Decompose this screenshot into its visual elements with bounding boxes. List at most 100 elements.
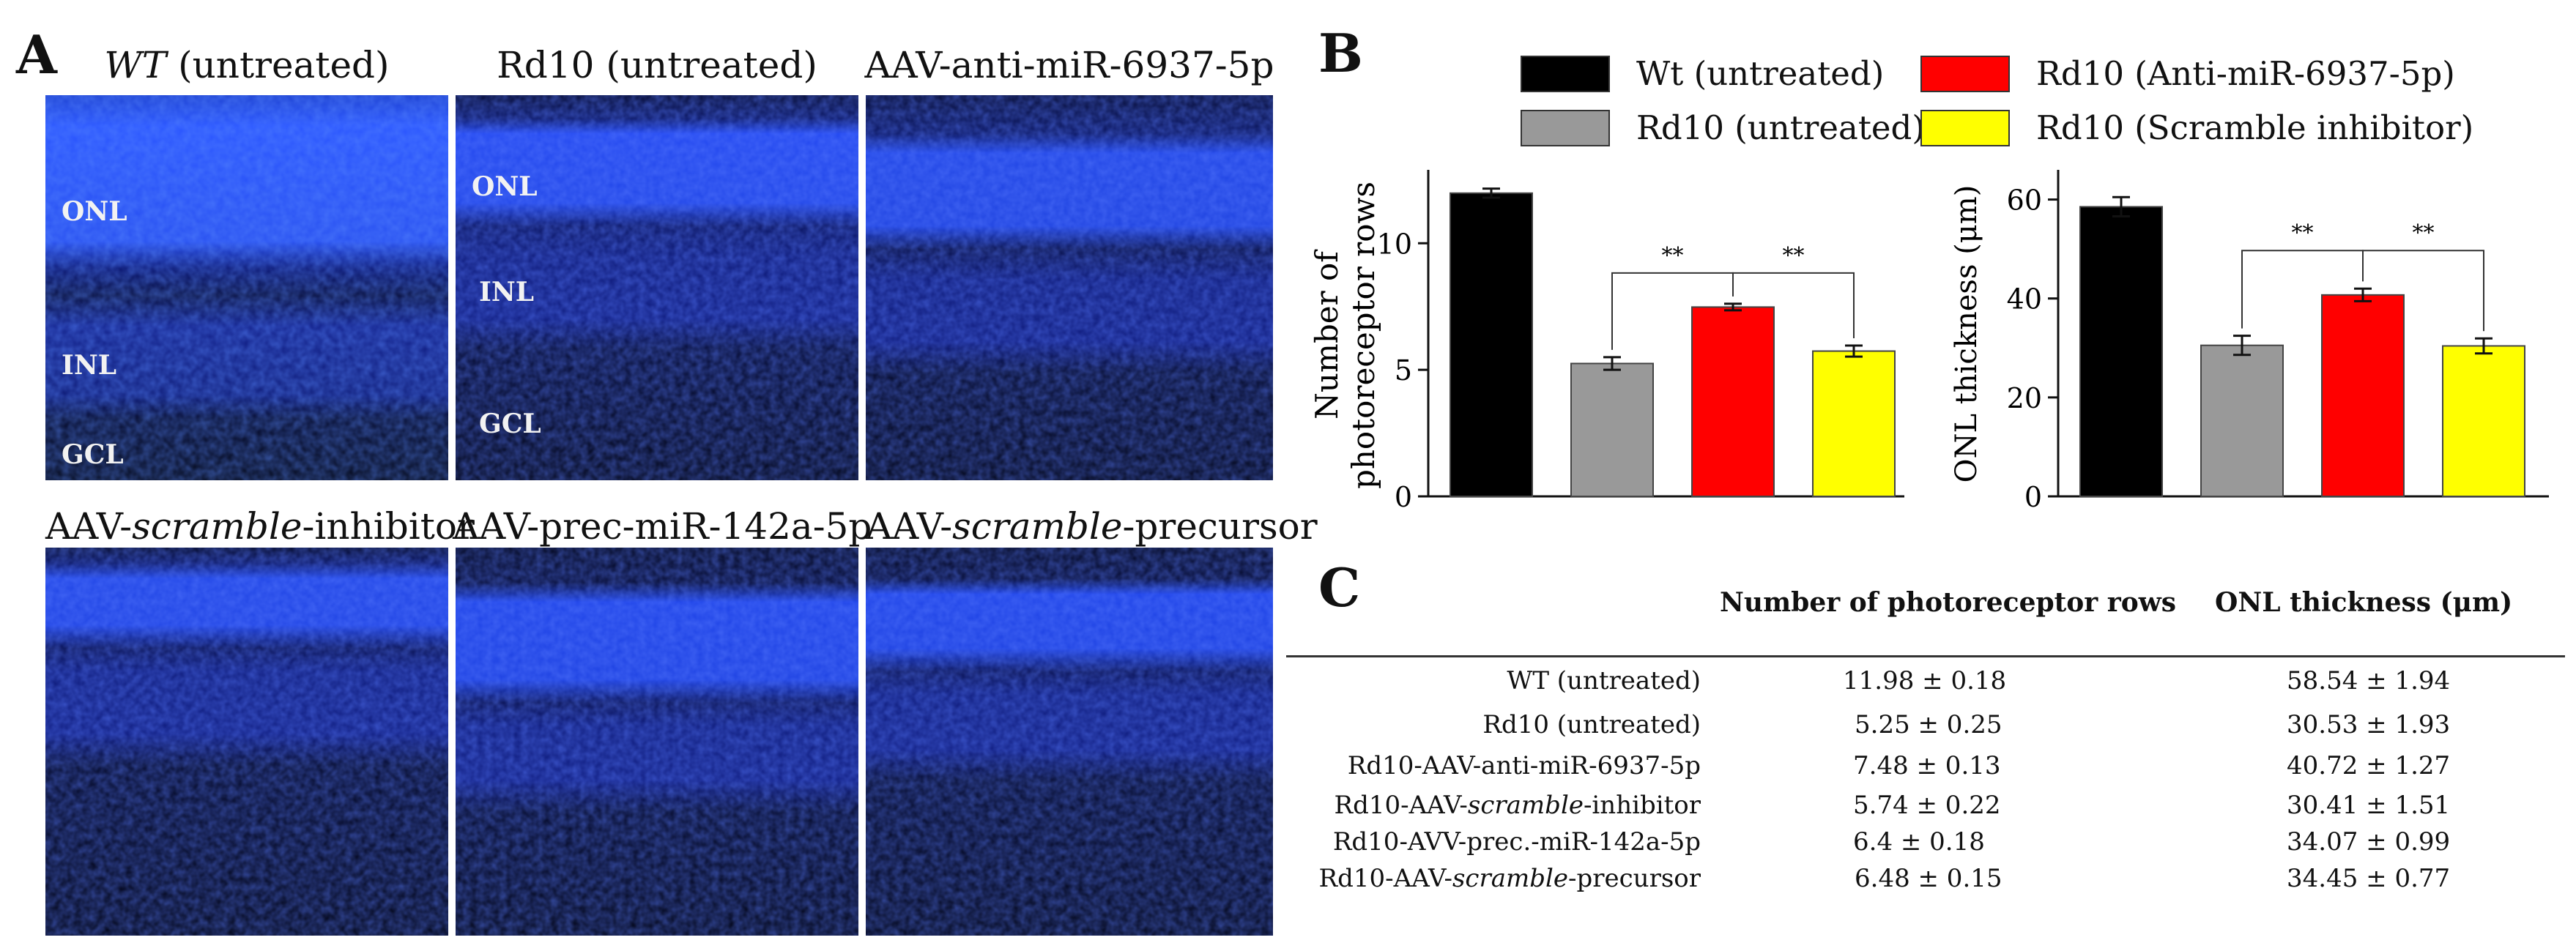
- micrograph-title-prec-mir: AAV-prec-miR-142a-5p: [453, 505, 872, 548]
- title-italic: scramble: [952, 505, 1123, 548]
- title-rest: (untreated): [166, 44, 390, 86]
- layer-label-onl: ONL: [472, 171, 538, 202]
- significance-bracket: [2362, 250, 2484, 332]
- bar: [2079, 206, 2163, 497]
- table-header-onl: ONL thickness (μm): [2215, 587, 2513, 618]
- layer-label-onl: ONL: [62, 196, 127, 227]
- row-label-text: Rd10-AAV-: [1318, 864, 1452, 893]
- significance-label: **: [2292, 220, 2314, 246]
- layer-label-inl: INL: [62, 350, 117, 381]
- legend-swatch: [1920, 109, 2010, 146]
- table-cell-rows: 5.74 ± 0.22: [1853, 791, 2001, 820]
- title-italic: WT: [104, 44, 167, 86]
- layer-label-inl: INL: [479, 277, 535, 307]
- row-label-text: Rd10-AVV-prec.-miR-142a-5p: [1332, 827, 1701, 857]
- title-pre: AAV-: [866, 505, 953, 548]
- table-header-rows: Number of photoreceptor rows: [1720, 587, 2177, 618]
- table-cell-onl: 58.54 ± 1.94: [2287, 666, 2451, 695]
- table-cell-onl: 34.07 ± 0.99: [2287, 827, 2451, 857]
- micrograph-title-scramble-precursor: AAV-scramble-precursor: [866, 505, 1318, 548]
- title-pre: AAV-: [45, 505, 133, 548]
- y-tick-label: 40: [2007, 283, 2042, 316]
- y-tick-label: 0: [1395, 481, 1412, 512]
- table-cell-onl: 40.72 ± 1.27: [2287, 751, 2451, 780]
- bar: [1691, 306, 1775, 497]
- row-label-italic: scramble: [1452, 864, 1568, 893]
- y-tick-label: 5: [1395, 354, 1412, 387]
- significance-label: **: [1662, 243, 1684, 269]
- table-cell-rows: 6.48 ± 0.15: [1855, 864, 2002, 893]
- micrograph-wt-image: [45, 95, 448, 480]
- bar: [1812, 350, 1896, 497]
- legend-label: Wt (untreated): [1636, 54, 1885, 93]
- title-italic: scramble: [132, 505, 302, 548]
- title-rest: Rd10 (untreated): [497, 44, 817, 86]
- micrograph-anti-mir-image: [866, 95, 1273, 480]
- bar: [1450, 192, 1533, 498]
- panel-a-label: A: [16, 23, 57, 86]
- table-cell-onl: 34.45 ± 0.77: [2287, 864, 2451, 893]
- micrograph-rd10-image: [456, 95, 858, 480]
- micrograph-rd10: ONL INL GCL: [456, 95, 858, 480]
- y-axis-label-line1: Number of: [1309, 249, 1345, 419]
- table-cell-rows: 7.48 ± 0.13: [1853, 751, 2001, 780]
- table-divider: [1286, 655, 2565, 657]
- row-label-text: WT (untreated): [1507, 666, 1701, 695]
- y-axis-label: Number of photoreceptor rows: [1309, 182, 1381, 489]
- micrograph-prec-mir-image: [456, 548, 858, 936]
- table-cell-rows: 6.4 ± 0.18: [1853, 827, 1985, 857]
- bar: [2442, 345, 2525, 497]
- y-tick-label: 60: [2007, 184, 2042, 217]
- panel-c-label: C: [1318, 556, 1361, 619]
- significance-label: **: [2413, 220, 2435, 246]
- title-rest: -inhibitor: [302, 505, 475, 548]
- legend-label: Rd10 (Scramble inhibitor): [2036, 108, 2474, 147]
- significance-bracket: [1732, 272, 1855, 338]
- panel-b-label: B: [1318, 22, 1363, 84]
- row-label-text: Rd10 (untreated): [1482, 710, 1701, 739]
- table-row-label: Rd10-AVV-prec.-miR-142a-5p: [1333, 827, 1701, 857]
- layer-label-gcl: GCL: [479, 409, 541, 439]
- legend-swatch: [1920, 55, 2010, 92]
- table-row-label: Rd10 (untreated): [1482, 710, 1701, 739]
- title-rest: AAV-prec-miR-142a-5p: [453, 505, 872, 548]
- bar: [2321, 294, 2405, 497]
- legend-item-rd10: Rd10 (untreated): [1521, 108, 1925, 147]
- row-label-italic: scramble: [1467, 791, 1584, 820]
- legend-label: Rd10 (Anti-miR-6937-5p): [2036, 54, 2455, 93]
- table-row-label: Rd10-AAV-scramble-inhibitor: [1334, 791, 1701, 820]
- row-label-text: Rd10-AAV-: [1334, 791, 1468, 820]
- row-label-text: -inhibitor: [1583, 791, 1701, 820]
- y-tick-label: 0: [2024, 481, 2042, 512]
- y-axis-label-line2: photoreceptor rows: [1345, 182, 1381, 489]
- table-row-label: Rd10-AAV-anti-miR-6937-5p: [1348, 751, 1701, 780]
- micrograph-scramble-inhibitor-image: [45, 548, 448, 936]
- micrograph-prec-mir: [456, 548, 858, 936]
- legend-item-scramble: Rd10 (Scramble inhibitor): [1920, 108, 2473, 147]
- micrograph-title-scramble-inhibitor: AAV-scramble-inhibitor: [45, 505, 475, 548]
- micrograph-anti-mir: [866, 95, 1273, 480]
- legend-item-wt: Wt (untreated): [1521, 54, 1884, 93]
- title-rest: AAV-anti-miR-6937-5p: [864, 44, 1274, 86]
- chart-onl-thickness: ONL thickness (μm) 0 20 40 60 ** **: [1950, 170, 2549, 512]
- table-cell-rows: 5.25 ± 0.25: [1855, 710, 2002, 739]
- micrograph-scramble-precursor: [866, 548, 1273, 936]
- y-tick-label: 10: [1377, 228, 1412, 260]
- y-axis-label: ONL thickness (μm): [1950, 185, 1983, 483]
- legend-swatch: [1521, 55, 1610, 92]
- legend-item-anti-mir: Rd10 (Anti-miR-6937-5p): [1920, 54, 2455, 93]
- bar: [1570, 362, 1654, 497]
- table-row-label: WT (untreated): [1507, 666, 1701, 695]
- micrograph-scramble-inhibitor: [45, 548, 448, 936]
- y-tick-label: 20: [2007, 382, 2042, 414]
- micrograph-wt: ONL INL GCL: [45, 95, 448, 480]
- table-row-label: Rd10-AAV-scramble-precursor: [1319, 864, 1701, 893]
- micrograph-title-wt: WT (untreated): [45, 44, 448, 86]
- bar: [2200, 344, 2284, 497]
- row-label-text: Rd10-AAV-anti-miR-6937-5p: [1347, 751, 1701, 780]
- table-cell-onl: 30.41 ± 1.51: [2287, 791, 2451, 820]
- table-cell-onl: 30.53 ± 1.93: [2287, 710, 2451, 739]
- significance-label: **: [1783, 243, 1805, 269]
- micrograph-title-anti-mir: AAV-anti-miR-6937-5p: [864, 44, 1274, 86]
- layer-label-gcl: GCL: [62, 439, 124, 470]
